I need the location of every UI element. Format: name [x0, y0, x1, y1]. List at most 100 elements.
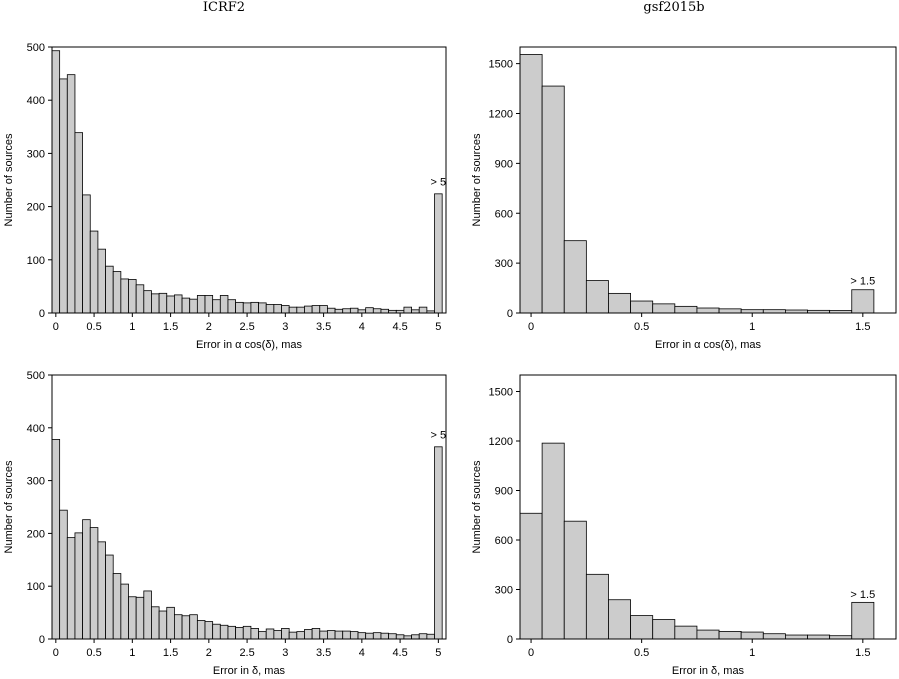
- bar: [250, 301, 259, 314]
- bar: [242, 302, 252, 314]
- plot-frame: [519, 46, 897, 314]
- bar: [311, 628, 321, 640]
- column-title-gsf2015b: gsf2015b: [643, 0, 705, 15]
- histogram-panel-4: 0 0.5 1 1.5 0 300 600 900 1200 1500 Error in δ, ma…: [471, 374, 897, 677]
- bar: [51, 439, 61, 640]
- bar: [319, 305, 328, 314]
- bar: [372, 308, 382, 314]
- bar: [434, 193, 443, 314]
- y-tick-label: 600: [495, 208, 513, 220]
- x-tick-label: 4.5: [392, 321, 407, 333]
- bar: [630, 300, 654, 314]
- y-tick-label: 300: [27, 476, 45, 488]
- y-tick-label: 500: [27, 42, 45, 54]
- bar: [585, 573, 609, 640]
- bar: [128, 596, 137, 640]
- y-tick-label: 300: [27, 148, 45, 160]
- bar: [51, 50, 61, 314]
- bar: [851, 289, 875, 314]
- bar: [174, 294, 183, 314]
- x-tick-label: 0: [53, 647, 59, 659]
- x-tick-label: 1.5: [855, 647, 870, 659]
- y-axis-label: Number of sources: [471, 460, 483, 553]
- bar: [97, 248, 106, 314]
- bar: [349, 307, 359, 314]
- y-tick-label: 100: [27, 255, 45, 267]
- bar: [327, 630, 336, 640]
- x-tick-label: 5: [435, 321, 441, 333]
- x-tick-label: 5: [435, 647, 441, 659]
- bar: [342, 630, 351, 640]
- x-tick-label: 2.5: [239, 321, 254, 333]
- bar: [541, 85, 565, 314]
- bar: [418, 633, 428, 640]
- bar: [319, 630, 328, 640]
- x-tick-label: 1: [749, 647, 755, 659]
- bar: [380, 632, 390, 640]
- bar: [288, 631, 298, 640]
- y-tick-label: 300: [495, 258, 513, 270]
- bar: [304, 629, 313, 640]
- y-tick-label: 500: [27, 370, 45, 382]
- bar: [82, 194, 91, 314]
- x-tick-label: 0.5: [634, 647, 649, 659]
- bar: [519, 512, 543, 640]
- plot-frame: [51, 374, 447, 640]
- histogram-panel-1: 0 0.5 1 1.5 2 2.5 3 3.5 4 4.5 5 0 100 200 300 400 500 Err…: [3, 42, 447, 351]
- bar: [334, 308, 344, 314]
- bar: [281, 628, 290, 640]
- bar: [158, 610, 168, 640]
- bar: [151, 293, 160, 314]
- histogram-panel-3: 0 0.5 1 1.5 2 2.5 3 3.5 4 4.5 5 0 100 200 300 400 500 Err…: [3, 370, 447, 677]
- bar: [250, 628, 259, 640]
- bar: [334, 630, 344, 640]
- x-axis-label: Error in α cos(δ), mas: [655, 339, 761, 351]
- bar: [181, 297, 191, 314]
- x-axis-label: Error in δ, mas: [213, 665, 286, 677]
- y-tick-label: 1200: [489, 436, 513, 448]
- bar: [403, 306, 412, 314]
- bar: [227, 625, 237, 640]
- bar: [97, 541, 106, 640]
- y-tick-label: 600: [495, 535, 513, 547]
- bar: [718, 308, 742, 314]
- bar: [762, 633, 786, 640]
- x-tick-label: 3.5: [316, 647, 331, 659]
- bar: [59, 78, 68, 314]
- bar: [204, 295, 214, 314]
- bar: [674, 625, 698, 640]
- bar: [608, 599, 631, 640]
- bar: [196, 620, 206, 640]
- bar: [372, 632, 382, 640]
- bar: [74, 132, 83, 314]
- overflow-annotation: > 5: [431, 429, 447, 441]
- bar: [89, 527, 99, 640]
- bar: [120, 583, 129, 640]
- x-tick-label: 2: [206, 321, 212, 333]
- x-tick-label: 1.5: [163, 321, 178, 333]
- bar: [66, 74, 76, 314]
- histogram-panel-2: 0 0.5 1 1.5 0 300 600 900 1200 1500 Error in α cos…: [471, 46, 897, 351]
- bar: [135, 284, 145, 314]
- bar: [696, 629, 720, 640]
- bar: [166, 606, 175, 640]
- bar: [235, 626, 244, 640]
- bar: [189, 614, 198, 640]
- x-tick-label: 1: [129, 647, 135, 659]
- bar: [426, 633, 435, 640]
- bar: [105, 265, 114, 314]
- overflow-annotation: > 5: [431, 176, 447, 188]
- y-tick-label: 0: [39, 634, 45, 646]
- x-tick-label: 2.5: [239, 647, 254, 659]
- bar: [388, 633, 397, 640]
- x-tick-label: 0.5: [634, 321, 649, 333]
- bar: [151, 606, 160, 640]
- bar: [227, 299, 237, 314]
- bar: [204, 621, 214, 640]
- y-axis-label: Number of sources: [3, 133, 15, 226]
- bar: [696, 307, 720, 314]
- bar: [66, 537, 76, 640]
- bar: [411, 634, 420, 640]
- bar: [357, 632, 367, 640]
